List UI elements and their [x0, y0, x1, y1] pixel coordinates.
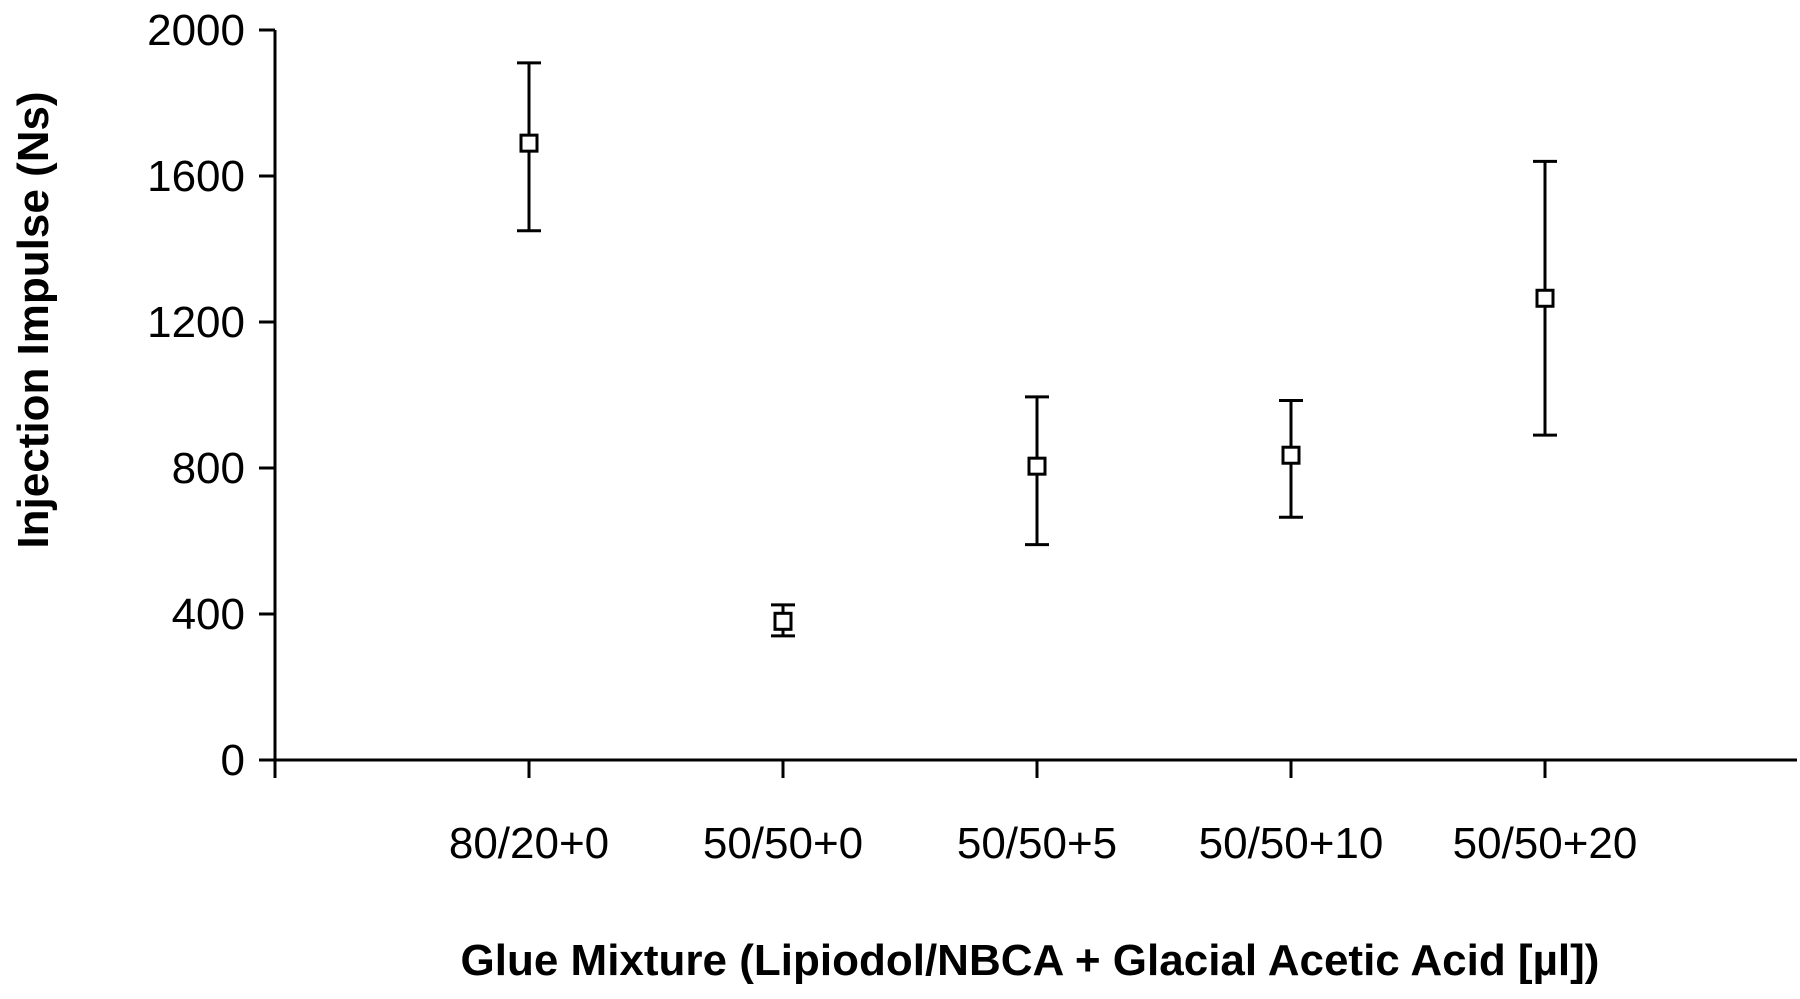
y-tick-label: 1600: [147, 152, 245, 201]
y-tick-label: 1200: [147, 298, 245, 347]
x-axis-title: Glue Mixture (Lipiodol/NBCA + Glacial Ac…: [461, 936, 1600, 985]
y-tick-label: 800: [172, 444, 245, 493]
y-tick-label: 0: [221, 736, 245, 785]
x-tick-label: 80/20+0: [449, 819, 609, 868]
data-point: [1535, 288, 1555, 308]
x-tick-label: 50/50+20: [1453, 819, 1638, 868]
data-point: [519, 133, 539, 153]
data-point: [1027, 456, 1047, 476]
y-axis-title: Injection Impulse (Ns): [9, 91, 58, 548]
y-tick-label: 400: [172, 590, 245, 639]
y-tick-label: 2000: [147, 6, 245, 55]
y-ticks: 0 400 800 1200 1600 2000: [147, 6, 275, 785]
data-point: [1281, 445, 1301, 465]
x-ticks: 80/20+0 50/50+0 50/50+5 50/50+10 50/50+20: [273, 760, 1638, 868]
x-tick-label: 50/50+0: [703, 819, 863, 868]
x-tick-label: 50/50+5: [957, 819, 1117, 868]
x-tick-label: 50/50+10: [1199, 819, 1384, 868]
error-bars: [517, 61, 1557, 638]
data-point: [773, 611, 793, 631]
data-points: [519, 133, 1555, 631]
